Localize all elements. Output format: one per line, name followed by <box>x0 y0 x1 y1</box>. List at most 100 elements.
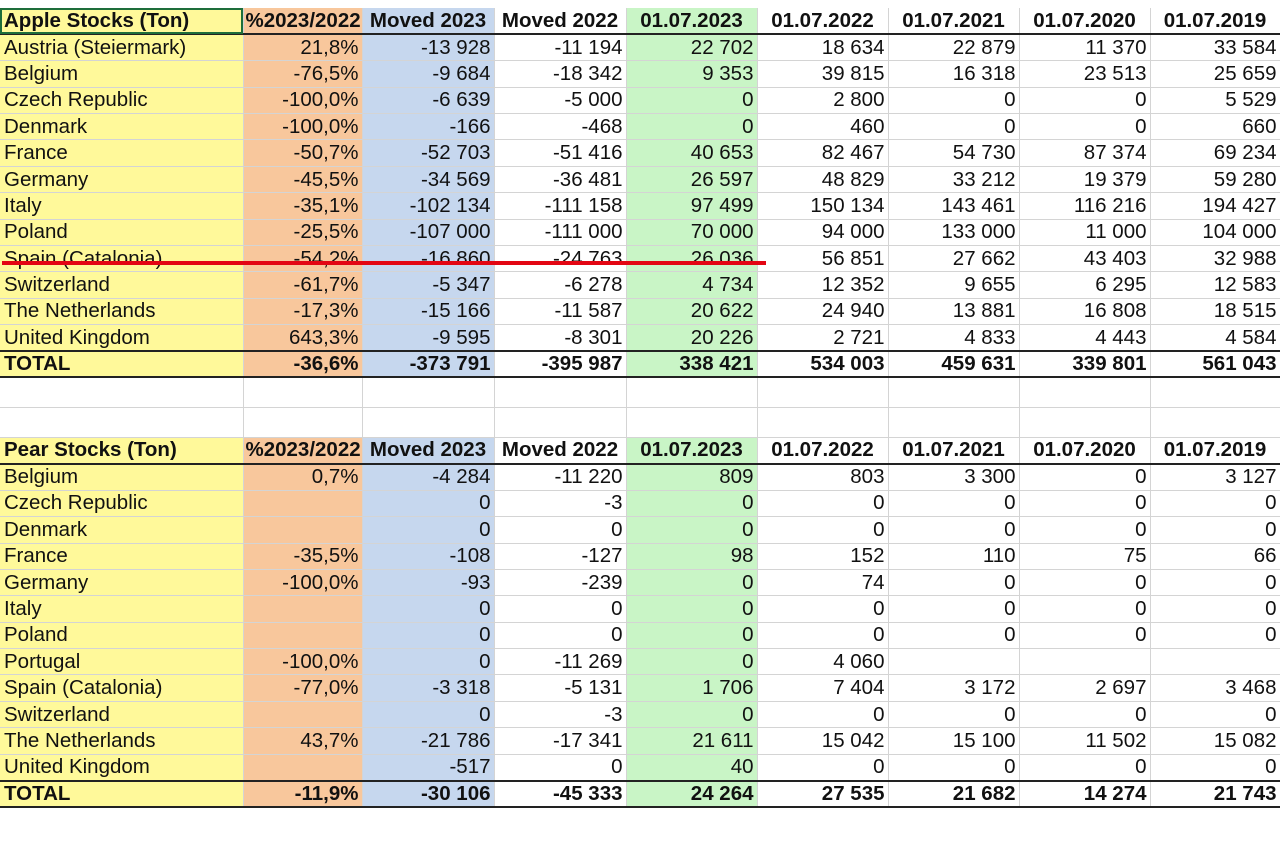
value-cell[interactable]: 82 467 <box>757 139 889 167</box>
value-cell[interactable]: 0 <box>888 701 1020 729</box>
value-cell[interactable]: 0 <box>626 569 758 597</box>
value-cell[interactable]: -8 301 <box>494 324 627 352</box>
value-cell[interactable]: -3 318 <box>362 674 495 702</box>
value-cell[interactable]: -6 639 <box>362 87 495 115</box>
empty-cell[interactable] <box>626 407 758 438</box>
value-cell[interactable]: -6 278 <box>494 271 627 299</box>
value-cell[interactable]: 16 318 <box>888 60 1020 88</box>
value-cell[interactable]: 4 833 <box>888 324 1020 352</box>
value-cell[interactable]: -77,0% <box>243 674 363 702</box>
empty-cell[interactable] <box>243 377 363 408</box>
value-cell[interactable]: -25,5% <box>243 219 363 247</box>
country-cell[interactable]: Poland <box>0 622 244 650</box>
value-cell[interactable]: 0 <box>757 622 889 650</box>
value-cell[interactable]: 0 <box>888 87 1020 115</box>
value-cell[interactable]: -11 587 <box>494 298 627 326</box>
value-cell[interactable]: -54,2% <box>243 245 363 273</box>
value-cell[interactable]: 11 370 <box>1019 34 1151 62</box>
value-cell[interactable]: -9 684 <box>362 60 495 88</box>
value-cell[interactable]: 20 622 <box>626 298 758 326</box>
value-cell[interactable]: -5 000 <box>494 87 627 115</box>
value-cell[interactable]: 0 <box>626 648 758 676</box>
empty-cell[interactable] <box>1150 377 1280 408</box>
value-cell[interactable] <box>1019 648 1151 676</box>
empty-cell[interactable] <box>362 407 495 438</box>
value-cell[interactable]: 2 800 <box>757 87 889 115</box>
value-cell[interactable]: 133 000 <box>888 219 1020 247</box>
value-cell[interactable]: -9 595 <box>362 324 495 352</box>
value-cell[interactable]: -11 194 <box>494 34 627 62</box>
value-cell[interactable]: -3 <box>494 701 627 729</box>
value-cell[interactable]: 11 502 <box>1019 727 1151 755</box>
value-cell[interactable]: -16 860 <box>362 245 495 273</box>
total-value[interactable]: 534 003 <box>757 350 889 379</box>
value-cell[interactable]: 0 <box>888 622 1020 650</box>
value-cell[interactable]: 0 <box>1019 463 1151 491</box>
column-header[interactable]: 01.07.2023 <box>626 8 758 36</box>
total-value[interactable]: 21 682 <box>888 779 1020 808</box>
total-label[interactable]: TOTAL <box>0 350 244 379</box>
value-cell[interactable]: 15 042 <box>757 727 889 755</box>
column-header[interactable]: Moved 2023 <box>362 437 495 465</box>
column-header[interactable]: Moved 2022 <box>494 437 627 465</box>
country-cell[interactable]: France <box>0 139 244 167</box>
value-cell[interactable]: -11 220 <box>494 463 627 491</box>
total-value[interactable]: -45 333 <box>494 779 627 808</box>
country-cell[interactable]: Switzerland <box>0 701 244 729</box>
country-cell[interactable]: Switzerland <box>0 271 244 299</box>
value-cell[interactable]: -166 <box>362 113 495 141</box>
total-value[interactable]: 339 801 <box>1019 350 1151 379</box>
country-cell[interactable]: The Netherlands <box>0 298 244 326</box>
value-cell[interactable]: 0 <box>757 701 889 729</box>
value-cell[interactable]: 0 <box>494 622 627 650</box>
value-cell[interactable]: 0 <box>1019 490 1151 518</box>
value-cell[interactable]: 3 468 <box>1150 674 1280 702</box>
total-value[interactable]: 561 043 <box>1150 350 1280 379</box>
value-cell[interactable]: -111 000 <box>494 219 627 247</box>
country-cell[interactable]: Italy <box>0 595 244 623</box>
total-label[interactable]: TOTAL <box>0 779 244 808</box>
value-cell[interactable]: 0 <box>626 622 758 650</box>
value-cell[interactable] <box>243 754 363 782</box>
value-cell[interactable]: 0 <box>362 648 495 676</box>
value-cell[interactable]: 13 881 <box>888 298 1020 326</box>
value-cell[interactable]: 0 <box>757 595 889 623</box>
value-cell[interactable]: 24 940 <box>757 298 889 326</box>
value-cell[interactable]: -61,7% <box>243 271 363 299</box>
value-cell[interactable] <box>1150 648 1280 676</box>
value-cell[interactable]: -102 134 <box>362 192 495 220</box>
empty-cell[interactable] <box>626 377 758 408</box>
value-cell[interactable]: -13 928 <box>362 34 495 62</box>
value-cell[interactable]: -5 131 <box>494 674 627 702</box>
value-cell[interactable]: 110 <box>888 543 1020 570</box>
country-cell[interactable]: Denmark <box>0 516 244 544</box>
value-cell[interactable]: 5 529 <box>1150 87 1280 115</box>
value-cell[interactable]: -100,0% <box>243 569 363 597</box>
value-cell[interactable]: 75 <box>1019 543 1151 570</box>
value-cell[interactable]: 0 <box>757 754 889 782</box>
value-cell[interactable]: 43 403 <box>1019 245 1151 273</box>
value-cell[interactable]: 143 461 <box>888 192 1020 220</box>
value-cell[interactable]: 59 280 <box>1150 166 1280 194</box>
apple-table-title[interactable]: Apple Stocks (Ton) <box>0 8 244 36</box>
value-cell[interactable]: 194 427 <box>1150 192 1280 220</box>
empty-cell[interactable] <box>757 377 889 408</box>
value-cell[interactable]: 0 <box>626 701 758 729</box>
value-cell[interactable]: 12 583 <box>1150 271 1280 299</box>
value-cell[interactable]: 0 <box>888 516 1020 544</box>
value-cell[interactable]: 7 404 <box>757 674 889 702</box>
total-value[interactable]: -373 791 <box>362 350 495 379</box>
country-cell[interactable]: The Netherlands <box>0 727 244 755</box>
value-cell[interactable]: 0 <box>362 622 495 650</box>
column-header[interactable]: 01.07.2020 <box>1019 8 1151 36</box>
value-cell[interactable]: 0 <box>888 569 1020 597</box>
value-cell[interactable]: 0 <box>362 516 495 544</box>
total-value[interactable]: 459 631 <box>888 350 1020 379</box>
total-value[interactable]: 14 274 <box>1019 779 1151 808</box>
empty-cell[interactable] <box>0 407 244 438</box>
total-value[interactable]: -36,6% <box>243 350 363 379</box>
value-cell[interactable]: 1 706 <box>626 674 758 702</box>
column-header[interactable]: 01.07.2019 <box>1150 8 1280 36</box>
value-cell[interactable]: 0 <box>1019 113 1151 141</box>
column-header[interactable]: 01.07.2022 <box>757 437 889 465</box>
